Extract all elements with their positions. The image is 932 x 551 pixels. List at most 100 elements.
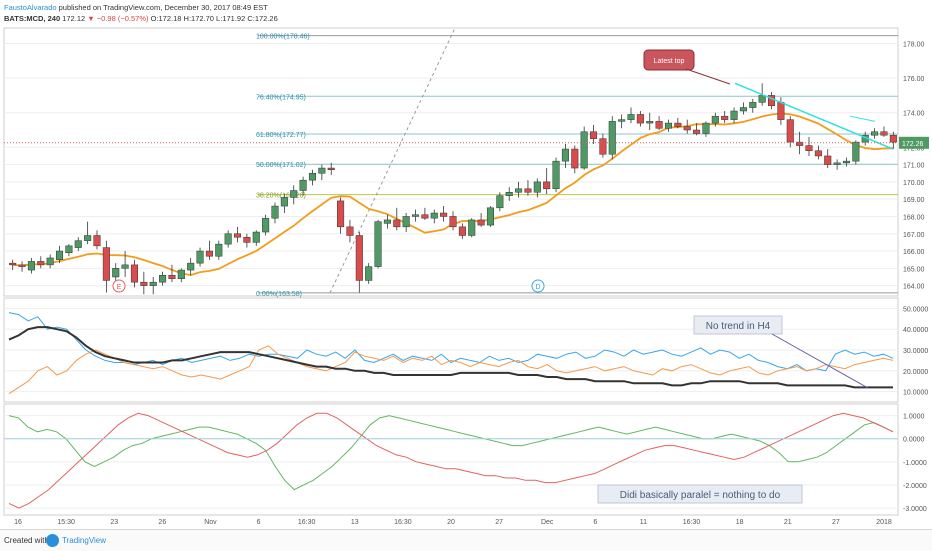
trend-line — [734, 82, 894, 150]
tradingview-brand[interactable]: TradingView — [62, 536, 107, 545]
current-price-tag — [899, 136, 929, 149]
fib-level-label: 61.80%(172.77) — [256, 132, 306, 139]
candle-body — [205, 250, 213, 257]
candle-body — [515, 188, 523, 193]
oscillator-panel-1: 50.0000 40.0000 30.0000 20.0000 10.0000 No tr… — [3, 297, 928, 403]
candle-body — [159, 275, 167, 283]
candle-body — [618, 119, 626, 122]
time-tick-label: 11 — [640, 519, 647, 526]
latest-top-callout — [643, 49, 695, 71]
series-red-line — [8, 412, 894, 509]
candle-body — [411, 214, 420, 217]
candle-body — [271, 205, 279, 219]
candle-body — [112, 268, 120, 278]
time-tick-label: 27 — [495, 519, 503, 526]
fib-anchor-dashed-line — [329, 27, 456, 294]
candle-body — [177, 269, 185, 279]
candle-body — [824, 155, 832, 165]
published-text: published on TradingView.com, December 3… — [58, 3, 268, 12]
price-tick-label: 169.00 — [903, 197, 925, 204]
candle-body — [449, 216, 457, 228]
candle-body — [84, 235, 92, 241]
time-tick-label: Nov — [204, 519, 217, 526]
symbol-label: BATS:MCD, 240 — [4, 14, 61, 23]
candle-body — [393, 219, 401, 228]
candle-body — [243, 236, 251, 243]
down-arrow-icon: ▼ — [87, 14, 95, 23]
candle-body — [187, 262, 195, 271]
author-link[interactable]: FaustoAlvarado — [4, 3, 57, 12]
candle-body — [852, 141, 860, 162]
candle-body — [805, 145, 813, 152]
time-tick-label: 26 — [158, 519, 166, 526]
price-panel-frame — [3, 27, 899, 297]
candle-body — [65, 245, 73, 254]
candle-body — [149, 281, 157, 286]
candle-body — [814, 150, 822, 157]
candle-body — [140, 281, 148, 286]
price-tick-label: 174.00 — [903, 111, 925, 118]
candle-body — [93, 235, 101, 247]
candle-body — [580, 131, 588, 169]
candle-body — [796, 141, 804, 146]
time-tick-label: 16:30 — [394, 519, 412, 526]
candle-body — [252, 231, 260, 243]
price-tick-label: 168.00 — [903, 214, 925, 221]
candle-body — [308, 172, 317, 181]
footer-bar: Created with TradingView — [0, 529, 932, 551]
oscillator-tick-label: -3.0000 — [903, 506, 927, 513]
candle-body — [468, 219, 476, 236]
candle-body — [636, 114, 644, 124]
candle-body — [786, 119, 794, 143]
symbol-line: BATS:MCD, 240 172.12 ▼ −0.98 (−0.57%) O:… — [4, 14, 278, 23]
price-change: −0.98 (−0.57%) — [96, 14, 149, 23]
candle-body — [683, 126, 691, 131]
event-marker — [531, 279, 545, 293]
candle-body — [440, 212, 448, 217]
oscillator-tick-label: -1.0000 — [903, 460, 927, 467]
candle-body — [664, 122, 673, 129]
oscillator-tick-label: -2.0000 — [903, 483, 927, 490]
candle-body — [121, 264, 129, 269]
candle-body — [37, 261, 45, 266]
candle-body — [280, 197, 288, 207]
time-tick-label: 16:30 — [298, 519, 316, 526]
created-with-text: Created with — [4, 536, 49, 545]
time-tick-label: 13 — [351, 519, 359, 526]
candle-body — [299, 179, 307, 191]
fib-level-label: 76.40%(174.95) — [256, 94, 306, 101]
candle-body — [327, 167, 335, 171]
oscillator-tick-label: 20.0000 — [903, 369, 928, 376]
candle-body — [711, 115, 719, 124]
oscillator-tick-label: 40.0000 — [903, 327, 928, 334]
candle-body — [130, 264, 139, 283]
candle-body — [290, 190, 298, 198]
tradingview-logo-icon[interactable] — [46, 534, 59, 547]
time-tick-label: 15:30 — [57, 519, 75, 526]
oscillator-tick-label: 0.0000 — [903, 437, 925, 444]
latest-top-pointer — [685, 68, 731, 85]
price-tick-label: 178.00 — [903, 42, 925, 49]
candle-body — [477, 219, 485, 226]
candle-body — [842, 160, 851, 164]
price-tick-label: 167.00 — [903, 232, 925, 239]
oscillator-tick-label: 10.0000 — [903, 390, 928, 397]
candle-body — [758, 95, 766, 103]
candle-body — [383, 219, 391, 224]
candle-body — [561, 148, 569, 162]
fib-level-label: 38.20%(169.26) — [256, 193, 306, 200]
didi-label: Didi basically paralel = nothing to do — [620, 490, 781, 501]
candle-body — [430, 212, 438, 219]
no-trend-label: No trend in H4 — [706, 321, 771, 332]
candle-body — [365, 266, 373, 281]
time-tick-label: 6 — [257, 519, 261, 526]
chart-area[interactable]: 178.00176.00174.00172.00171.00170.00169.… — [0, 0, 932, 529]
candle-body — [233, 233, 242, 238]
series-dark-line — [8, 326, 893, 389]
candle-body — [505, 192, 513, 196]
time-tick-label: 20 — [447, 519, 455, 526]
price-tick-label: 176.00 — [903, 76, 925, 83]
time-tick-label: 21 — [784, 519, 792, 526]
oscillator-tick-label: 1.0000 — [903, 414, 925, 421]
didi-callout — [597, 484, 803, 504]
